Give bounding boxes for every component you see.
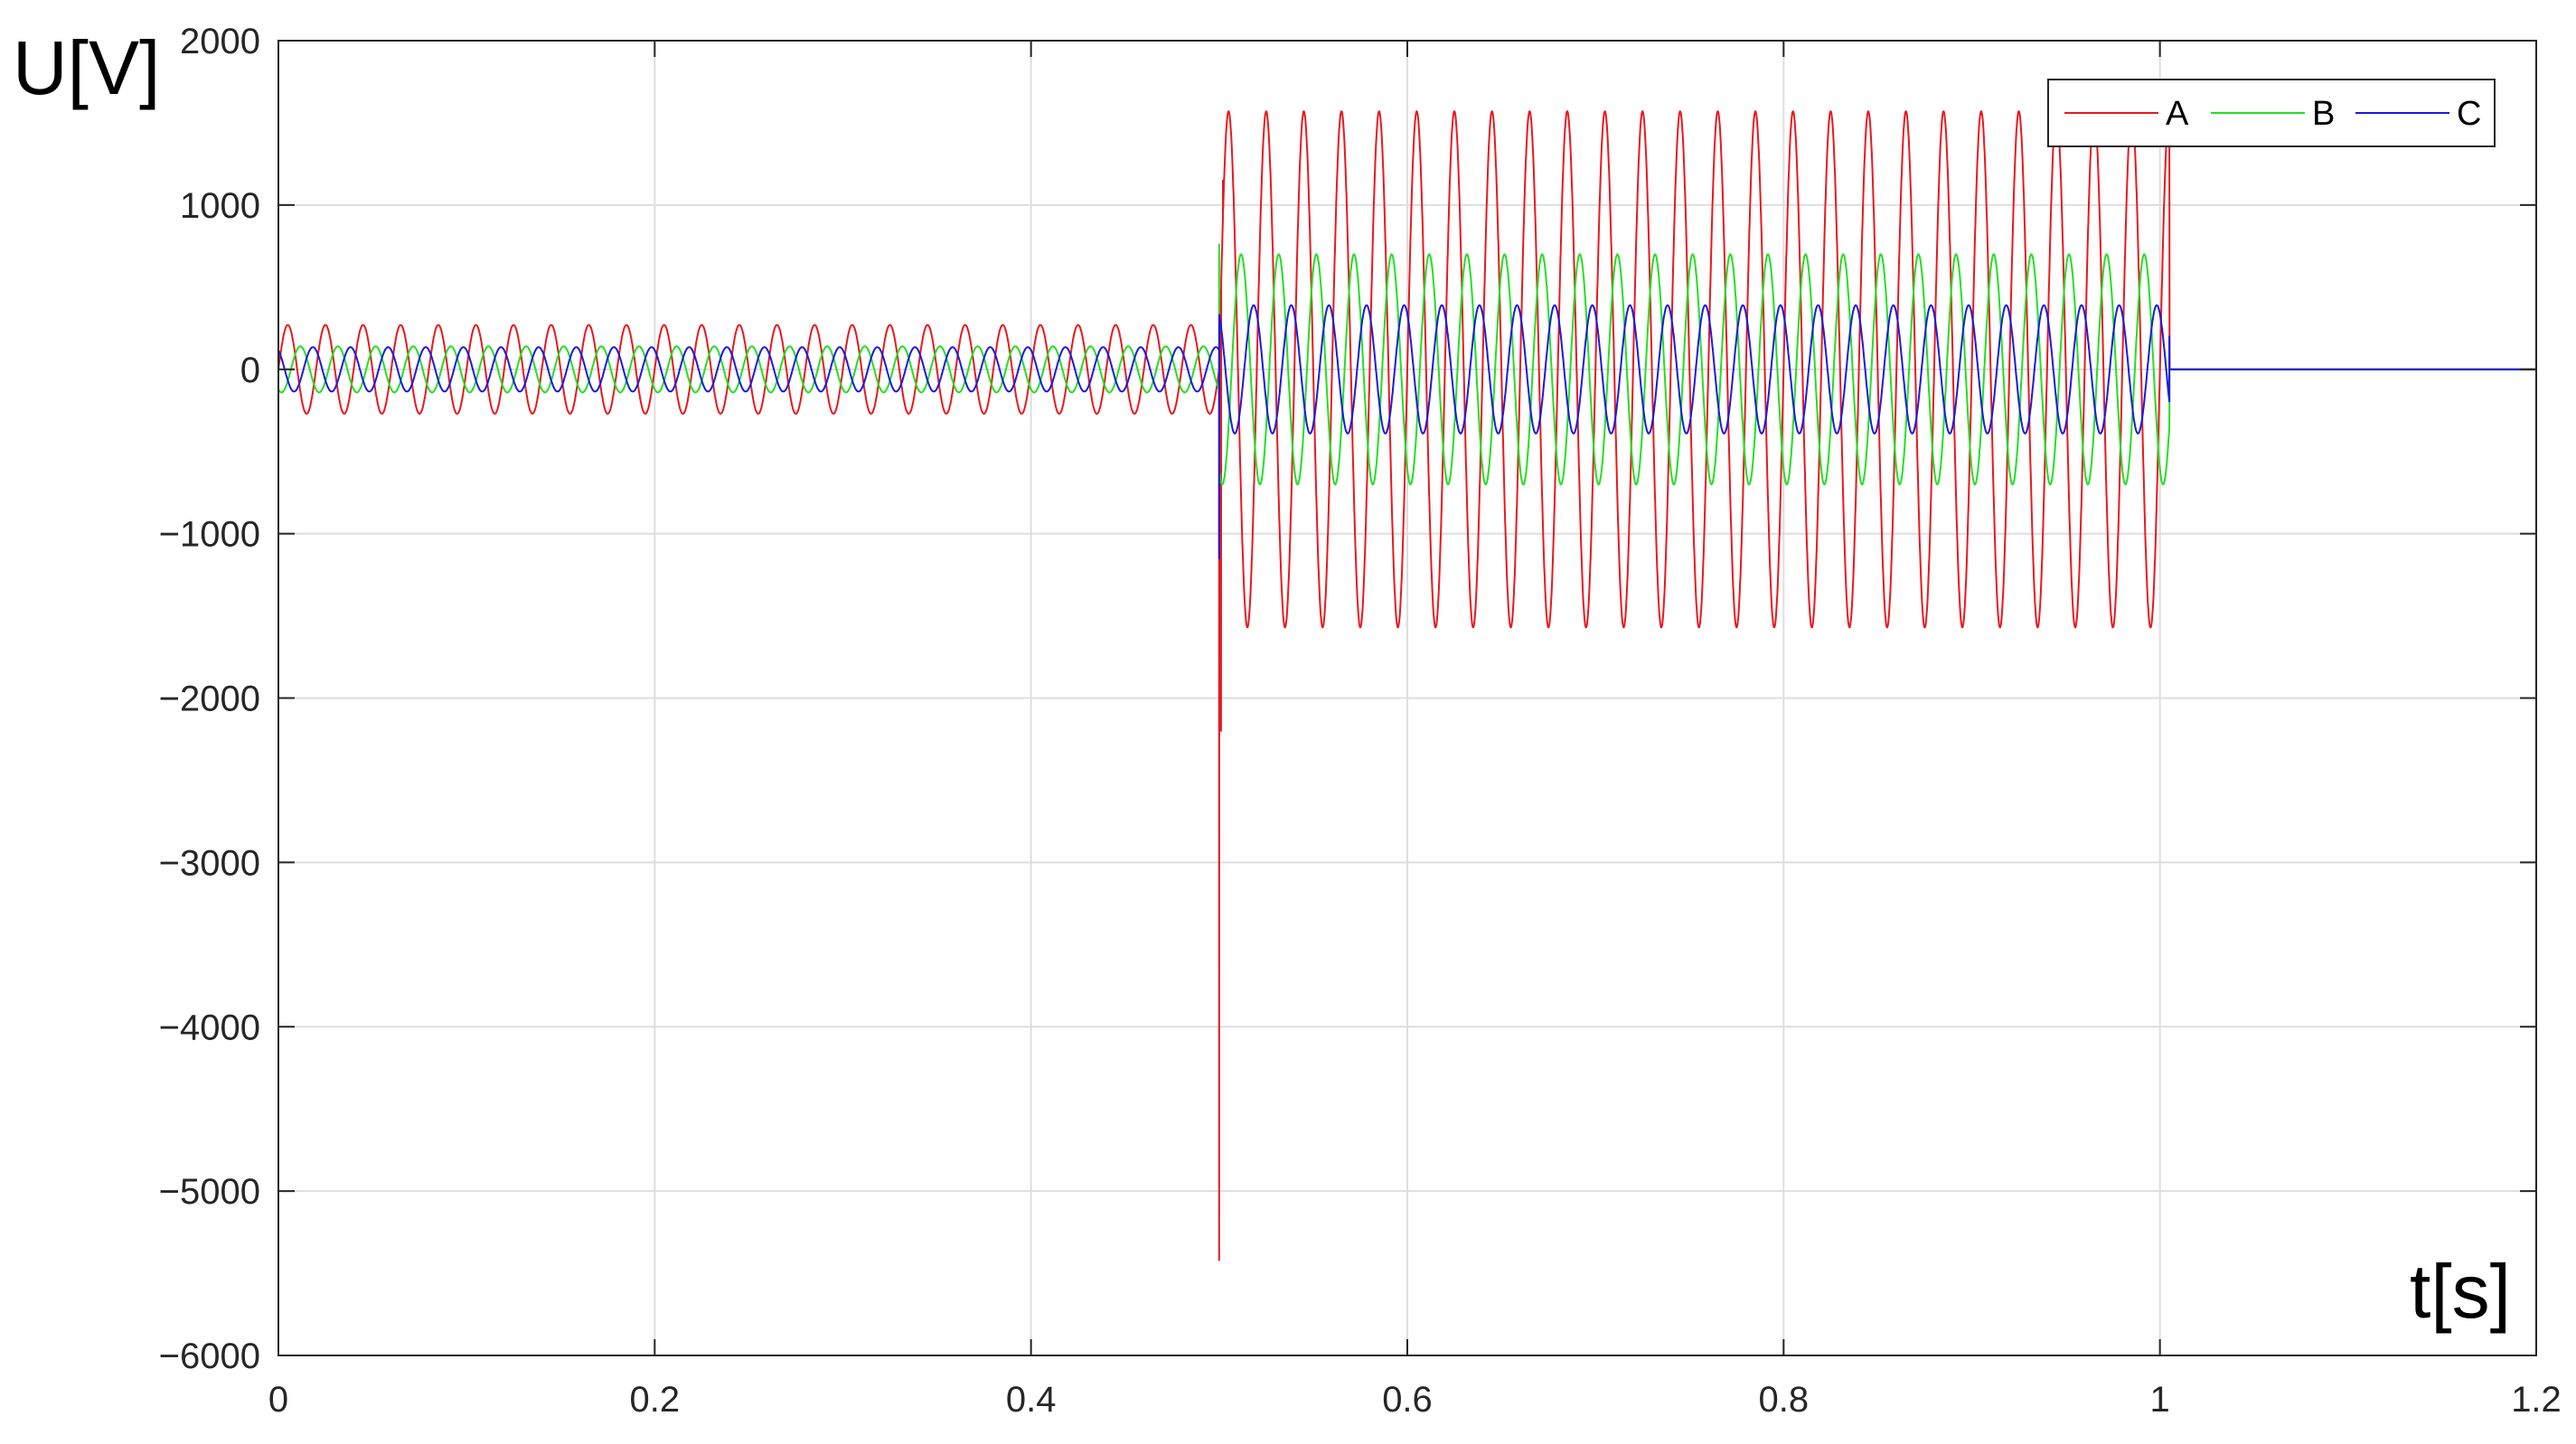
x-tick-label: 1.2 — [2511, 1380, 2562, 1420]
y-tick-label: −6000 — [159, 1336, 260, 1376]
legend: A B C — [2047, 79, 2496, 147]
x-tick-label: 0.6 — [1382, 1380, 1433, 1420]
y-tick-label: −3000 — [159, 843, 260, 883]
x-tick-label: 0 — [268, 1380, 288, 1420]
legend-label-a: A — [2166, 95, 2189, 133]
series-lines — [277, 110, 2537, 1261]
y-tick-label: −2000 — [159, 680, 260, 719]
legend-label-c: C — [2457, 95, 2481, 133]
y-tick-label: −5000 — [159, 1172, 260, 1212]
series-line-a — [277, 110, 2537, 1261]
y-tick-label: −1000 — [159, 515, 260, 555]
axis-ticks: 0 0.2 0.4 0.6 0.8 1 1.2 −6000 −5000 −4000 −3000 −20… — [159, 22, 2562, 1420]
y-tick-label: −4000 — [159, 1008, 260, 1047]
y-tick-label: 0 — [240, 351, 260, 390]
x-axis-title: t[s] — [2410, 1249, 2511, 1334]
series-line-b — [277, 243, 2537, 486]
x-tick-label: 0.2 — [630, 1380, 681, 1420]
legend-label-b: B — [2312, 95, 2335, 133]
y-tick-label: 1000 — [180, 186, 260, 226]
x-tick-label: 0.8 — [1759, 1380, 1810, 1420]
y-tick-label: 2000 — [180, 22, 260, 61]
x-tick-label: 1 — [2150, 1380, 2170, 1420]
x-tick-label: 0.4 — [1006, 1380, 1057, 1420]
series-line-c — [277, 304, 2537, 559]
y-axis-title: U[V] — [13, 25, 160, 110]
